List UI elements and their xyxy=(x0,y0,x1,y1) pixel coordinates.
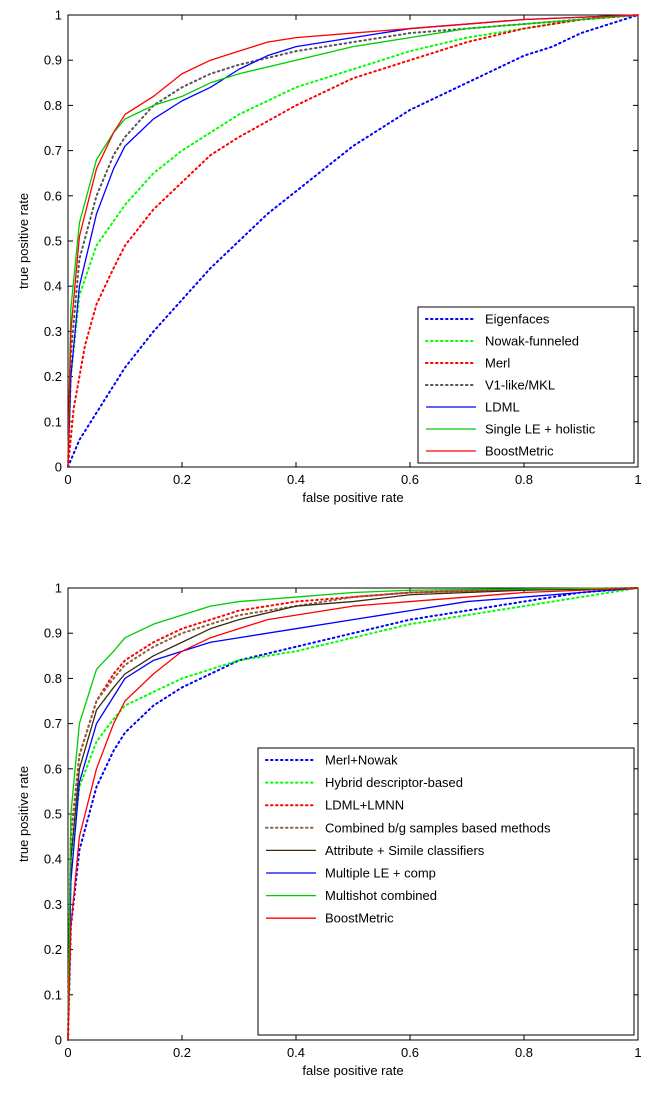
roc-chart-bottom: 0 0.2 0.4 0.6 0.8 1 0 0.1 0.2 0.3 0.4 0.5 0.6 0.7 0.8 0… xyxy=(16,581,642,1079)
series-line-6 xyxy=(67,14,639,468)
y-tick-label: 0.9 xyxy=(44,626,62,641)
x-tick-label: 0.8 xyxy=(515,472,533,487)
y-tick-label: 0.5 xyxy=(44,807,62,822)
legend-label: Single LE + holistic xyxy=(485,422,596,437)
x-tick-label: 0.8 xyxy=(515,1045,533,1060)
y-tick-label: 0.2 xyxy=(44,369,62,384)
x-tick-label: 0.4 xyxy=(287,1045,305,1060)
legend-label: BoostMetric xyxy=(485,444,554,459)
y-tick-label: 0.3 xyxy=(44,897,62,912)
legend-label: Multiple LE + comp xyxy=(325,866,436,881)
x-tick-label: 0.6 xyxy=(401,1045,419,1060)
legend-label: Eigenfaces xyxy=(485,312,550,327)
series-line-2 xyxy=(67,14,639,468)
y-tick-label: 0.1 xyxy=(44,987,62,1002)
legend-label: V1-like/MKL xyxy=(485,378,555,393)
x-tick-label: 0.2 xyxy=(173,472,191,487)
series-line-1 xyxy=(67,587,639,1041)
y-tick-label: 0.3 xyxy=(44,324,62,339)
legend-label: Merl xyxy=(485,356,510,371)
series-line-3 xyxy=(67,14,639,468)
x-tick-label: 1 xyxy=(634,1045,641,1060)
y-tick-label: 0.7 xyxy=(44,716,62,731)
legend-label: Multishot combined xyxy=(325,888,437,903)
y-tick-label: 0.4 xyxy=(44,852,62,867)
legend-label: Merl+Nowak xyxy=(325,753,398,768)
legend-label: BoostMetric xyxy=(325,911,394,926)
y-tick-label: 0 xyxy=(55,1033,62,1048)
legend-label: LDML xyxy=(485,400,520,415)
x-tick-label: 0 xyxy=(64,472,71,487)
x-tick-label: 0.4 xyxy=(287,472,305,487)
series-line-8 xyxy=(67,587,639,1041)
x-tick-label: 0.2 xyxy=(173,1045,191,1060)
series-line-4 xyxy=(67,587,639,1041)
x-tick-label: 0 xyxy=(64,1045,71,1060)
x-axis-label: false positive rate xyxy=(302,1063,403,1078)
y-tick-label: 0.5 xyxy=(44,234,62,249)
y-tick-label: 0.2 xyxy=(44,942,62,957)
series-line-7 xyxy=(67,14,639,468)
y-tick-label: 0.1 xyxy=(44,414,62,429)
x-axis-label: false positive rate xyxy=(302,490,403,505)
series-line-5 xyxy=(67,587,639,1041)
roc-chart-top: 0 0.2 0.4 0.6 0.8 1 0 0.1 0.2 0.3 0.4 0.5 0.6 0.7 0.8 0… xyxy=(16,8,642,506)
legend-label: Nowak-funneled xyxy=(485,334,579,349)
y-tick-label: 0 xyxy=(55,460,62,475)
series-line-2 xyxy=(67,587,639,1041)
series-line-1 xyxy=(67,14,639,468)
legend-box xyxy=(417,306,635,464)
series-line-7 xyxy=(67,587,639,1041)
legend-label: Combined b/g samples based methods xyxy=(325,820,551,835)
series-line-4 xyxy=(67,14,639,468)
y-tick-label: 1 xyxy=(55,581,62,596)
legend-box xyxy=(257,747,635,1036)
y-tick-label: 0.6 xyxy=(44,188,62,203)
y-tick-label: 1 xyxy=(55,8,62,23)
y-tick-label: 0.4 xyxy=(44,279,62,294)
x-tick-label: 1 xyxy=(634,472,641,487)
legend-label: Hybrid descriptor-based xyxy=(325,775,463,790)
y-axis-label: true positive rate xyxy=(16,766,31,862)
y-tick-label: 0.9 xyxy=(44,53,62,68)
legend-label: LDML+LMNN xyxy=(325,798,404,813)
series-line-6 xyxy=(67,587,639,1041)
legend-label: Attribute + Simile classifiers xyxy=(325,843,485,858)
y-tick-label: 0.8 xyxy=(44,671,62,686)
y-tick-label: 0.6 xyxy=(44,761,62,776)
y-tick-label: 0.8 xyxy=(44,98,62,113)
y-tick-label: 0.7 xyxy=(44,143,62,158)
y-axis-label: true positive rate xyxy=(16,193,31,289)
x-tick-label: 0.6 xyxy=(401,472,419,487)
